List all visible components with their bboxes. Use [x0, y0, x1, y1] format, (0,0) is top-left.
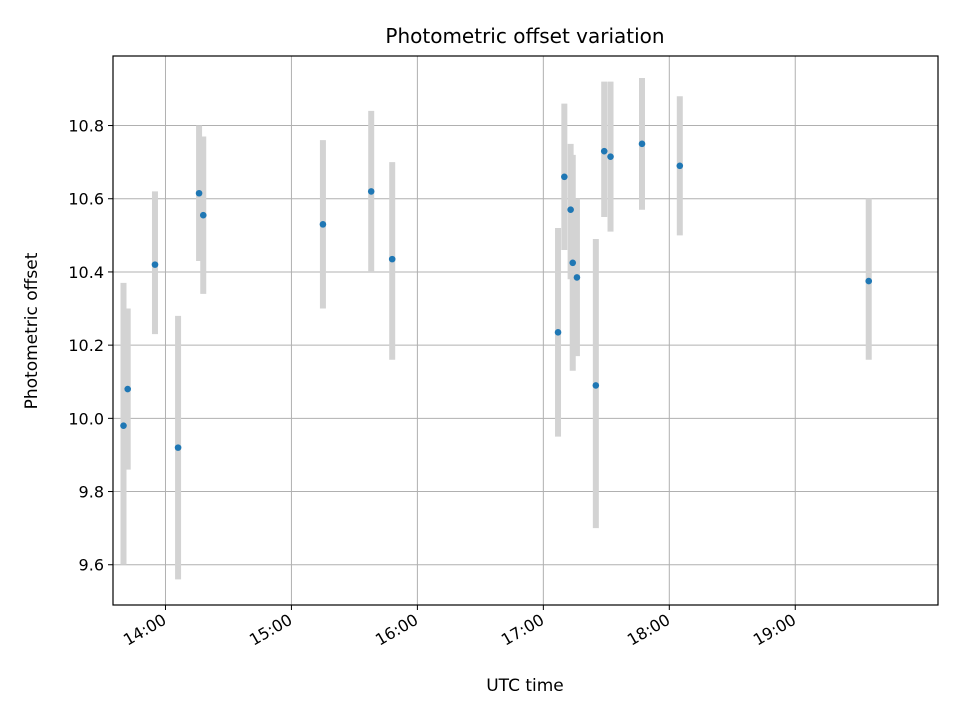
data-point: [388, 255, 396, 263]
x-axis-label: UTC time: [486, 676, 564, 696]
data-point: [865, 277, 873, 285]
data-point: [174, 444, 182, 451]
y-tick-label: 9.6: [79, 556, 104, 575]
grid-lines: [113, 56, 938, 605]
data-point: [199, 211, 207, 219]
x-tick-label: 16:00: [372, 610, 421, 650]
data-point: [573, 274, 581, 281]
y-tick-label: 10.6: [68, 190, 104, 209]
y-tick-label: 10.8: [68, 117, 104, 136]
data-points: [120, 140, 873, 451]
data-point: [554, 329, 562, 336]
data-point: [567, 206, 574, 214]
data-point: [607, 153, 614, 160]
x-tick-label: 15:00: [246, 610, 295, 650]
x-tick-label: 18:00: [624, 610, 673, 650]
data-point: [676, 162, 684, 170]
data-point: [592, 382, 600, 389]
data-point: [195, 189, 203, 197]
x-tick-label: 19:00: [750, 610, 799, 650]
y-tick-label: 10.0: [68, 409, 104, 428]
data-point: [638, 140, 646, 148]
data-point: [569, 259, 577, 267]
x-tick-label: 17:00: [498, 610, 547, 650]
y-tick-label: 10.2: [68, 336, 104, 355]
data-point: [124, 385, 131, 393]
data-point: [151, 261, 159, 268]
data-point: [120, 422, 127, 429]
data-point: [319, 221, 327, 228]
error-bars: [120, 77, 872, 580]
data-point: [367, 188, 375, 195]
data-point: [561, 173, 568, 181]
y-axis-label: Photometric offset: [22, 252, 42, 409]
chart-title: Photometric offset variation: [385, 24, 664, 48]
y-tick-label: 9.8: [79, 483, 104, 502]
data-point: [600, 147, 608, 155]
plot-frame: [112, 55, 939, 606]
x-tick-label: 14:00: [120, 610, 169, 650]
y-tick-label: 10.4: [68, 263, 104, 282]
